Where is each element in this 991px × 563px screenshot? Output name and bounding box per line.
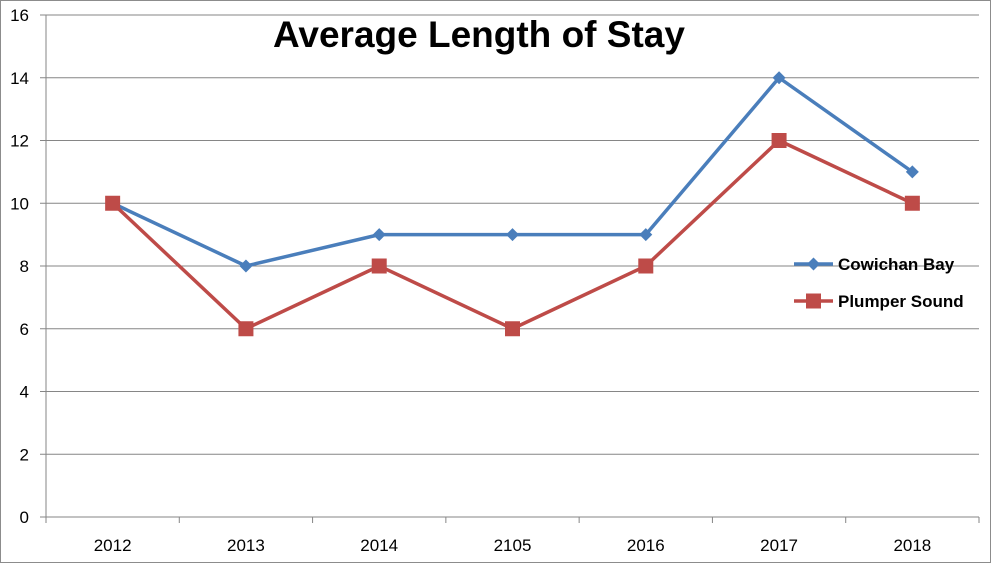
y-tick-label: 14: [10, 69, 29, 88]
legend: Cowichan Bay Plumper Sound: [794, 255, 964, 311]
chart-title: Average Length of Stay: [273, 14, 685, 55]
legend-marker: [806, 293, 821, 309]
data-point-marker: [904, 195, 920, 211]
data-point-marker: [505, 321, 520, 337]
legend-label: Plumper Sound: [838, 292, 964, 311]
data-point-marker: [771, 133, 787, 148]
legend-item: Plumper Sound: [794, 292, 964, 311]
data-point-marker: [238, 321, 254, 337]
y-tick-label: 0: [20, 508, 29, 527]
data-point-marker: [105, 195, 121, 211]
x-tick-label: 2012: [94, 536, 132, 555]
x-tick-label: 2105: [494, 536, 532, 555]
x-tick-label: 2018: [893, 536, 931, 555]
data-point-marker: [371, 258, 387, 274]
y-tick-label: 16: [10, 6, 29, 25]
data-point-marker: [905, 165, 919, 179]
series-plumper-sound: [105, 133, 920, 337]
legend-label: Cowichan Bay: [838, 255, 955, 274]
series-lines: [105, 71, 920, 337]
data-point-marker: [639, 228, 653, 242]
data-point-marker: [772, 71, 786, 85]
legend-item: Cowichan Bay: [794, 255, 955, 274]
data-point-marker: [638, 258, 654, 274]
y-tick-label: 4: [20, 383, 29, 402]
data-point-marker: [506, 228, 519, 242]
y-tick-label: 2: [20, 445, 29, 464]
data-point-marker: [372, 228, 386, 242]
y-tick-label: 10: [10, 194, 29, 213]
x-tick-label: 2014: [360, 536, 398, 555]
y-tick-label: 12: [10, 132, 29, 151]
y-tick-label: 8: [20, 257, 29, 276]
y-tick-label: 6: [20, 320, 29, 339]
data-point-marker: [239, 259, 253, 273]
axes: [40, 14, 980, 523]
legend-marker: [807, 257, 820, 271]
tick-labels: 0 2 4 6 8 10 12 14 16 2012 2013 2014 2105 2016 2017 201…: [10, 6, 931, 555]
series-cowichan-bay: [106, 71, 919, 273]
x-tick-label: 2013: [227, 536, 265, 555]
x-tick-label: 2016: [627, 536, 665, 555]
x-tick-label: 2017: [760, 536, 798, 555]
